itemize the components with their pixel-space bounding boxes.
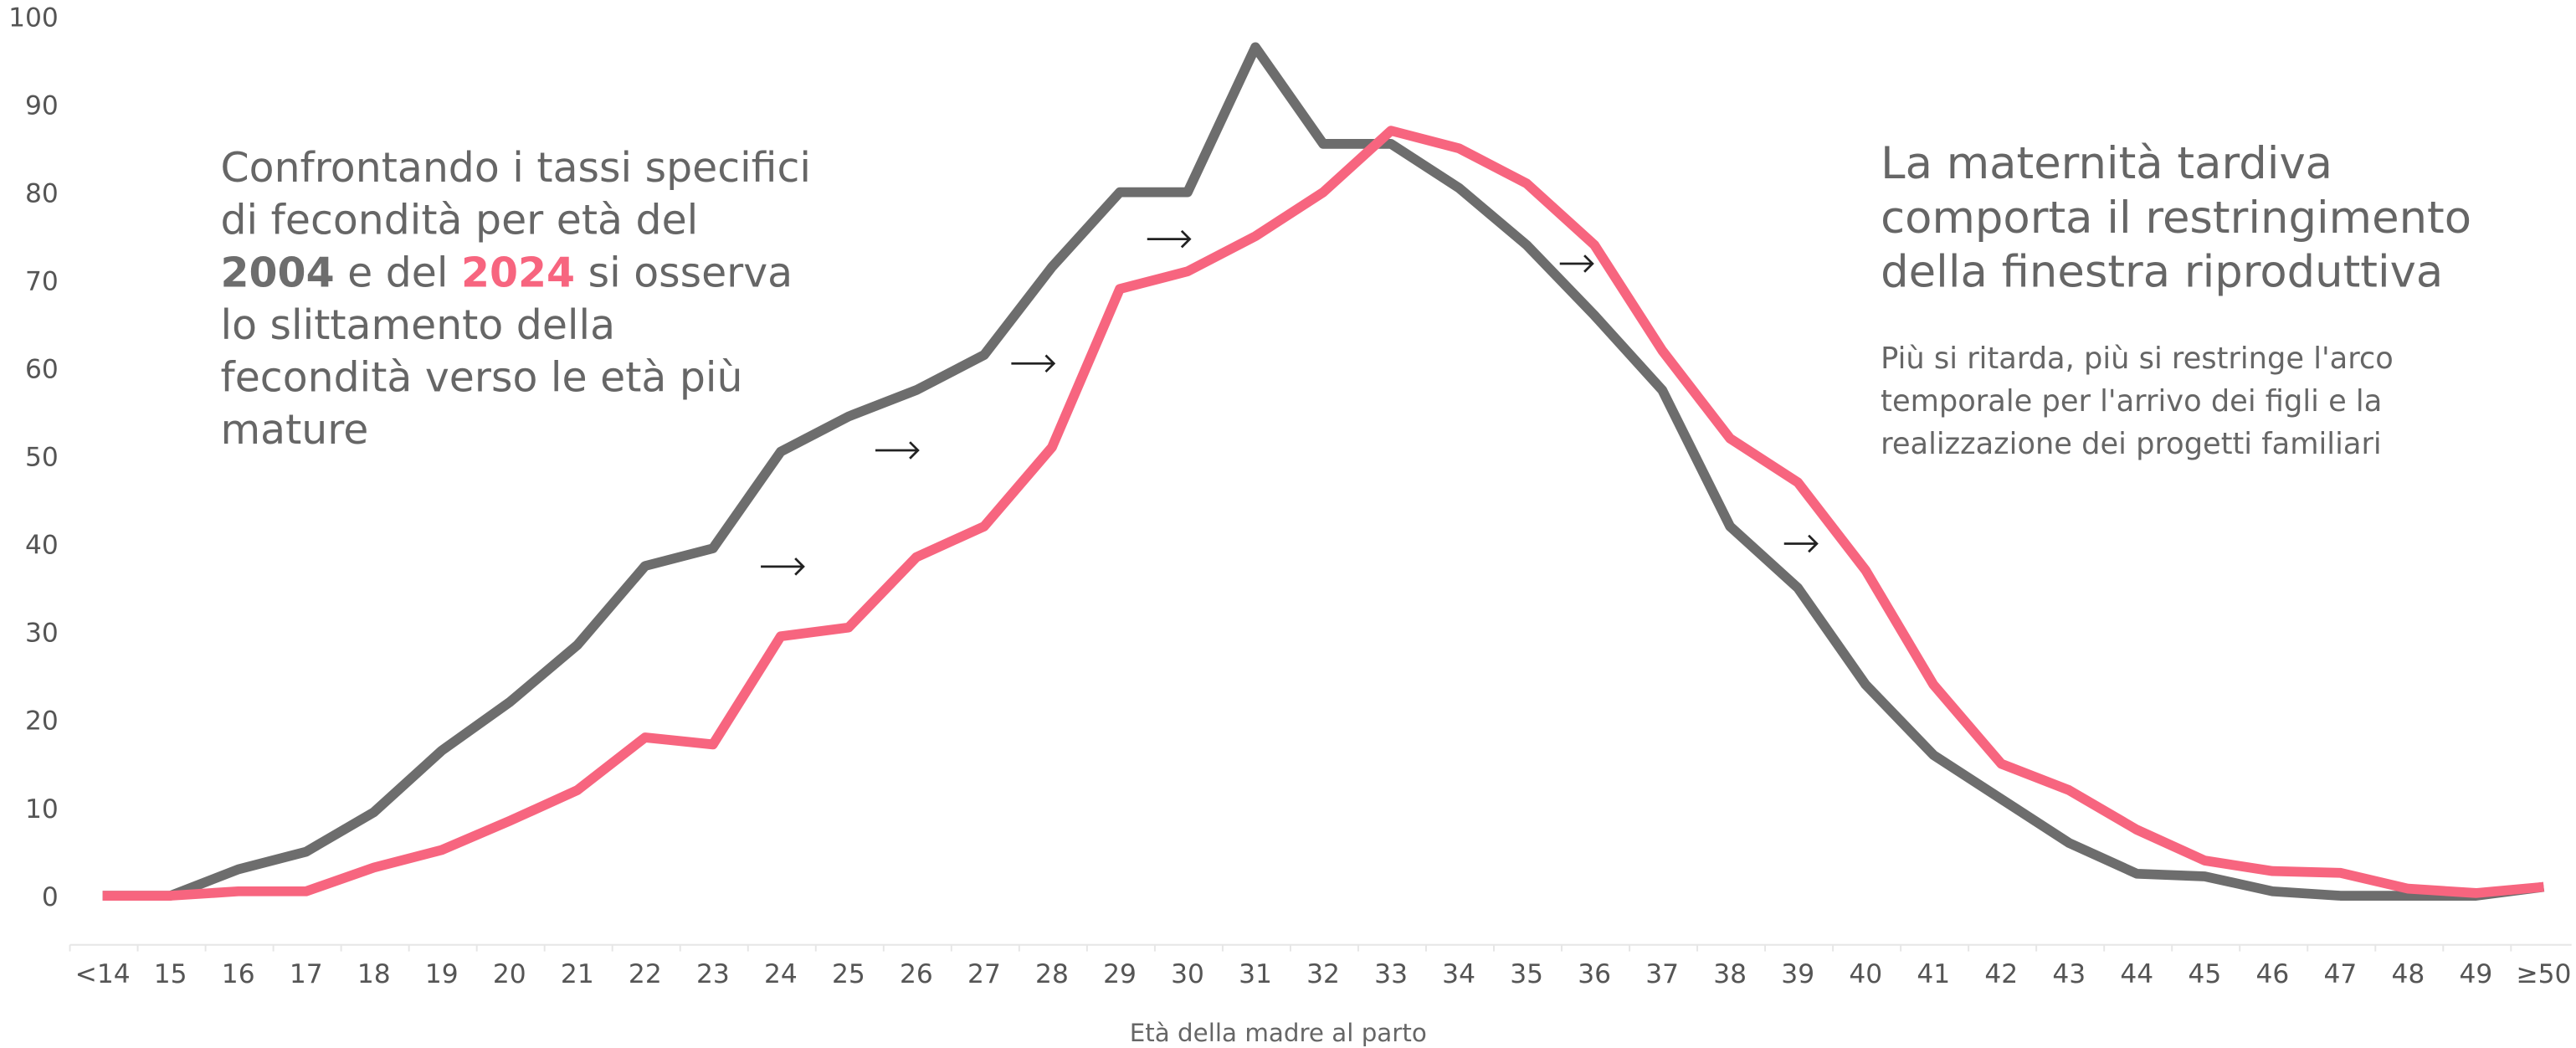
x-tick-label: 16 [222, 959, 255, 989]
x-tick-label: 19 [425, 959, 459, 989]
x-tick-label: 27 [967, 959, 1001, 989]
y-tick-label: 30 [25, 619, 59, 649]
annotation-body: temporale per l'arrivo dei figli e la [1881, 384, 2382, 419]
x-tick-label: 39 [1781, 959, 1814, 989]
x-tick-label: 18 [357, 959, 391, 989]
x-tick-label: 25 [832, 959, 865, 989]
annotation-body: realizzazione dei progetti familiari [1881, 427, 2382, 461]
x-tick-label: 35 [1510, 959, 1543, 989]
x-tick-label: 36 [1578, 959, 1611, 989]
x-tick-label: 15 [154, 959, 187, 989]
series-name: 2004 [221, 249, 335, 296]
x-tick-label: 21 [561, 959, 594, 989]
x-tick-label: 34 [1442, 959, 1475, 989]
x-tick-label: <14 [75, 959, 131, 989]
annotation-body: Più si ritarda, più si restringe l'arco [1881, 342, 2394, 376]
x-tick-label: 44 [2120, 959, 2153, 989]
y-tick-label: 100 [8, 3, 59, 33]
arrow [1559, 254, 1594, 273]
arrow [1783, 534, 1819, 553]
x-tick-label: 24 [764, 959, 798, 989]
x-tick-label: 42 [1984, 959, 2018, 989]
x-tick-label: 37 [1645, 959, 1679, 989]
annotation-line: fecondità verso le età più [221, 354, 743, 402]
series-group [102, 42, 2545, 901]
x-tick-label: 20 [493, 959, 526, 989]
arrow [875, 441, 920, 460]
x-tick-label: 45 [2188, 959, 2221, 989]
x-axis-label: Età della madre al parto [1130, 1019, 1427, 1047]
y-tick-label: 0 [42, 882, 59, 912]
y-tick-label: 90 [25, 90, 59, 121]
x-tick-label: 47 [2323, 959, 2357, 989]
x-tick-label: 49 [2460, 959, 2493, 989]
x-tick-label: 30 [1171, 959, 1204, 989]
annotation-text: e del [335, 249, 461, 296]
x-tick-label: 28 [1035, 959, 1069, 989]
annotation-left: Confrontando i tassi specifici di fecondi… [221, 144, 811, 454]
x-tick-label: 23 [696, 959, 730, 989]
line-series [102, 42, 2545, 901]
x-tick-label: 43 [2052, 959, 2086, 989]
annotation-title: comporta il restringimento [1881, 193, 2471, 244]
annotation-text: si osserva [575, 249, 793, 296]
annotation-title: della finestra riproduttiva [1881, 246, 2443, 297]
annotation-title: La maternità tardiva [1881, 138, 2332, 189]
x-tick-label: 40 [1849, 959, 1882, 989]
y-tick-label: 10 [25, 794, 59, 825]
line-series [102, 126, 2544, 901]
arrow [761, 557, 805, 576]
x-tick-label: 31 [1239, 959, 1272, 989]
x-tick-label: 29 [1103, 959, 1137, 989]
arrow [1147, 229, 1192, 249]
x-tick-label: 33 [1374, 959, 1408, 989]
y-tick-label: 70 [25, 266, 59, 296]
series-name: 2024 [461, 249, 575, 296]
annotation-line: di fecondità per età del [221, 197, 699, 244]
y-tick-label: 20 [25, 706, 59, 737]
x-tick-label: 46 [2255, 959, 2289, 989]
x-tick-label: 26 [900, 959, 933, 989]
arrow [1011, 354, 1056, 373]
annotation-line: lo slittamento della [221, 301, 616, 349]
x-tick-label: 48 [2391, 959, 2425, 989]
x-tick-label: 38 [1713, 959, 1747, 989]
annotation-line: Confrontando i tassi specifici [221, 144, 811, 192]
y-tick-label: 80 [25, 178, 59, 208]
y-tick-label: 50 [25, 443, 59, 473]
x-tick-label: 22 [629, 959, 662, 989]
y-tick-label: 40 [25, 531, 59, 561]
x-tick-label: 17 [290, 959, 323, 989]
x-tick-label: 41 [1917, 959, 1950, 989]
x-tick-label: 32 [1306, 959, 1340, 989]
arrows [761, 229, 1819, 576]
x-tick-label: ≥50 [2516, 959, 2571, 989]
annotation-line: mature [221, 406, 369, 454]
y-tick-label: 60 [25, 355, 59, 385]
